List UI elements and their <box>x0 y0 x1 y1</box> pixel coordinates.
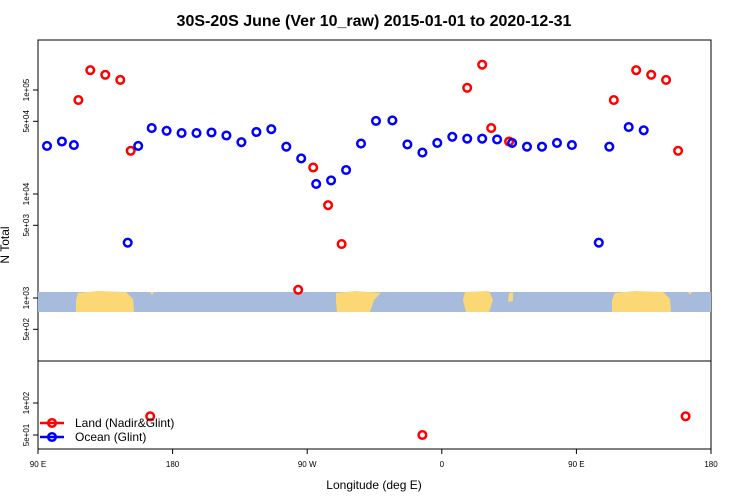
ocean-point <box>161 125 172 136</box>
x-tick-label: 180 <box>166 460 180 469</box>
upper-panel <box>37 39 712 362</box>
ocean-point <box>402 139 413 150</box>
land-islet <box>150 292 154 295</box>
ocean-point <box>604 141 615 152</box>
y-tick-label: 5e+03 <box>22 214 31 237</box>
ocean-point <box>507 137 518 148</box>
land-point <box>462 82 473 93</box>
ocean-band <box>38 292 711 312</box>
y-tick-label: 5e+04 <box>22 110 31 133</box>
ocean-point <box>221 130 232 141</box>
ocean-point <box>387 115 398 126</box>
points-layer <box>41 59 691 441</box>
ocean-point <box>370 115 382 126</box>
ocean-point <box>296 153 307 164</box>
land-point <box>73 95 84 106</box>
land-shapes <box>76 291 692 312</box>
ocean-point <box>146 123 157 134</box>
ocean-point <box>623 122 634 133</box>
upper-plot-frame <box>37 39 712 362</box>
ocean-point <box>417 147 428 158</box>
land-islet-repeat <box>688 292 692 295</box>
legend-item-land: Land (Nadir&Glint) <box>40 416 174 430</box>
y-tick-label: 1e+04 <box>22 182 31 205</box>
ocean-point <box>56 136 67 147</box>
land-point <box>145 411 156 422</box>
land-point <box>417 429 428 441</box>
ocean-point <box>133 140 144 151</box>
x-tick-label: 90 E <box>568 460 584 469</box>
ocean-point <box>281 141 292 152</box>
map-strip <box>38 291 711 312</box>
land-point <box>631 65 642 76</box>
ocean-point <box>492 134 503 145</box>
ocean-point <box>355 138 367 149</box>
legend-label-land: Land (Nadir&Glint) <box>75 416 174 430</box>
land-point <box>673 145 684 156</box>
y-tick-label: 5e+02 <box>22 318 31 341</box>
legend-marker-land <box>46 417 58 429</box>
legend-item-ocean: Ocean (Glint) <box>40 430 146 444</box>
ticks-layer: 90 E 180 90 W 0 90 E 180 1e+05 5e+04 1e+04 5e+03 1… <box>22 78 718 469</box>
land-point <box>477 59 488 70</box>
land-point <box>486 123 497 134</box>
y-tick-label: 1e+03 <box>22 286 31 309</box>
ocean-point <box>477 133 488 144</box>
y-tick-label: 5e+01 <box>22 423 31 446</box>
ocean-point <box>68 140 79 151</box>
ocean-point <box>593 237 604 248</box>
ocean-point <box>326 175 337 186</box>
ocean-point <box>266 124 277 135</box>
chart-title: 30S-20S June (Ver 10_raw) 2015-01-01 to … <box>177 13 572 30</box>
x-tick-label: 180 <box>704 460 718 469</box>
legend-marker-ocean <box>46 431 58 443</box>
y-axis-label: N Total <box>0 226 12 263</box>
ocean-point <box>176 128 187 139</box>
land-point <box>115 74 126 85</box>
land-point <box>308 162 319 173</box>
ocean-point <box>311 178 322 189</box>
x-axis-label: Longitude (deg E) <box>326 478 421 492</box>
land-point <box>125 145 136 156</box>
land-point <box>336 239 347 250</box>
ocean-point <box>432 137 443 148</box>
ocean-point <box>122 237 133 248</box>
land-madagascar <box>508 292 513 302</box>
ocean-point <box>251 126 262 138</box>
ocean-point <box>551 137 563 148</box>
land-point <box>293 284 304 295</box>
x-tick-label: 0 <box>440 460 445 469</box>
ocean-point <box>447 131 458 142</box>
land-point <box>646 69 657 80</box>
land-south-america <box>336 291 381 312</box>
ocean-point <box>566 140 577 151</box>
lower-plot-frame <box>37 360 712 450</box>
y-tick-label: 1e+02 <box>22 391 31 414</box>
ocean-point <box>462 133 473 144</box>
y-tick-label: 1e+05 <box>22 78 31 101</box>
land-point <box>100 69 111 80</box>
ocean-point <box>638 125 649 136</box>
land-point <box>85 65 96 76</box>
ocean-point <box>341 164 352 176</box>
legend-label-ocean: Ocean (Glint) <box>75 430 146 444</box>
ocean-point <box>206 127 217 138</box>
land-africa <box>463 291 493 312</box>
x-tick-label: 90 W <box>298 460 317 469</box>
land-australia-repeat <box>612 291 671 312</box>
ocean-point <box>236 137 247 148</box>
ocean-point <box>191 128 202 139</box>
ocean-point <box>521 141 533 152</box>
land-point <box>608 95 619 106</box>
land-point <box>323 200 334 211</box>
land-point <box>661 74 672 85</box>
land-australia <box>76 291 134 312</box>
x-tick-label: 90 E <box>30 460 46 469</box>
ocean-point <box>41 140 53 151</box>
lower-panel <box>37 360 712 450</box>
ocean-point <box>536 141 548 152</box>
land-point <box>680 411 691 422</box>
legend: Land (Nadir&Glint) Ocean (Glint) <box>40 416 174 444</box>
